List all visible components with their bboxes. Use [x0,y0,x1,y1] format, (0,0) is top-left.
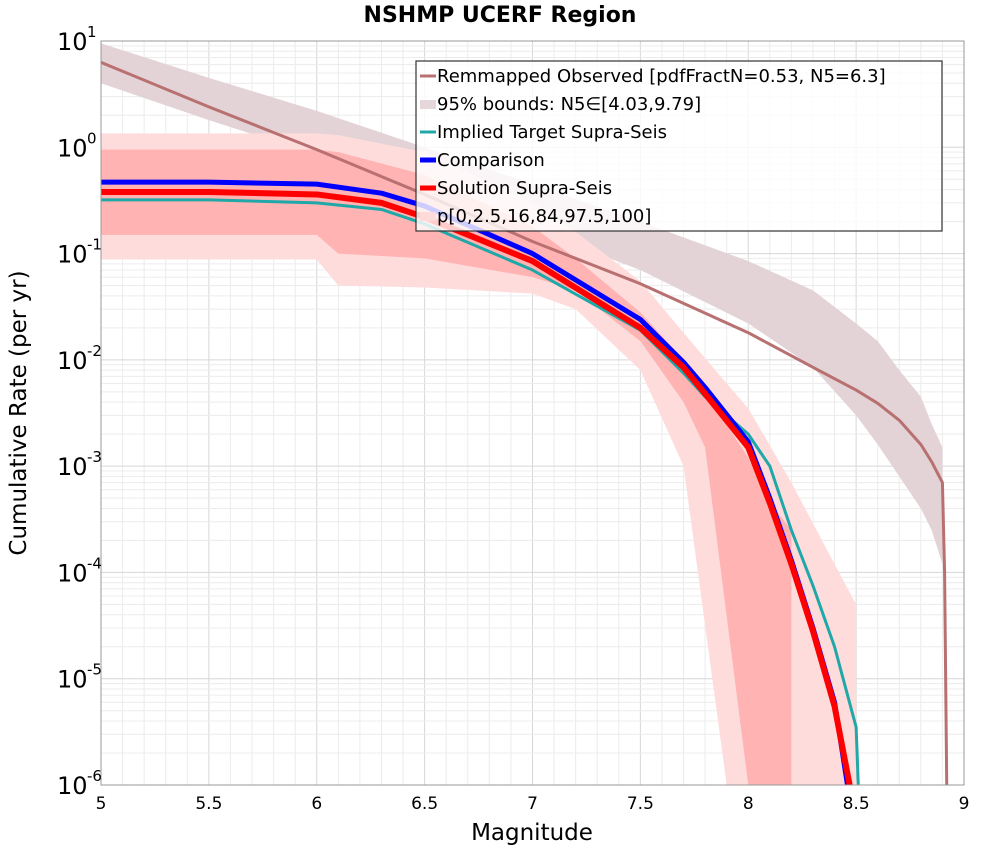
legend-entry: p[0,2.5,16,84,97.5,100] [437,206,651,227]
y-tick-label: 10 [57,241,88,269]
x-tick-label: 5.5 [195,794,222,814]
y-tick-exponent: -4 [87,554,102,572]
y-tick-exponent: -3 [87,448,102,466]
y-tick-label: 10 [57,772,88,800]
series-lines [100,60,949,786]
x-tick-label: 7.5 [627,794,654,814]
y-tick-label: 10 [57,347,88,375]
legend-entry: 95% bounds: N5∈[4.03,9.79] [437,94,701,115]
x-tick-label: 6 [311,794,322,814]
legend-entry: Comparison [437,150,545,171]
legend-entry: Implied Target Supra-Seis [437,122,667,143]
y-tick-label: 10 [57,666,88,694]
y-tick-exponent: -6 [87,767,102,785]
y-axis-label: Cumulative Rate (per yr) [6,270,32,555]
x-tick-label: 6.5 [411,794,438,814]
x-tick-label: 8.5 [843,794,870,814]
y-tick-label: 10 [57,134,88,162]
y-tick-exponent: -5 [87,661,102,679]
y-tick-exponent: 1 [87,23,97,41]
x-tick-label: 5 [96,794,107,814]
x-axis-label: Magnitude [471,820,593,846]
y-tick-label: 10 [57,28,88,56]
chart-title: NSHMP UCERF Region [364,3,637,28]
legend-entry: Remmapped Observed [pdfFractN=0.53, N5=6… [437,66,886,87]
band-0 [101,43,943,565]
x-tick-label: 9 [959,794,970,814]
legend-entry: Solution Supra-Seis [437,178,612,199]
plot-frame [100,40,965,786]
series-line-3 [101,188,853,786]
legend-swatch [420,100,436,109]
x-tick-label: 7 [527,794,538,814]
x-tick-label: 8 [743,794,754,814]
series-line-0 [100,60,949,786]
legend-box [415,60,943,232]
y-tick-exponent: -1 [87,236,102,254]
legend: Remmapped Observed [pdfFractN=0.53, N5=6… [415,60,943,232]
y-tick-label: 10 [57,453,88,481]
x-axis-ticks: 5 5.5 6 6.5 7 7.5 8 8.5 9 [96,794,970,814]
legend-swatch [420,212,436,221]
y-tick-label: 10 [57,559,88,587]
y-tick-exponent: -2 [87,342,102,360]
y-tick-exponent: 0 [87,129,97,147]
